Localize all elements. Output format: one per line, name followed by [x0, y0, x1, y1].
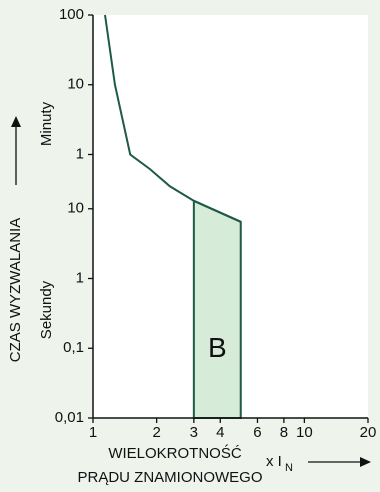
x-tick-label: 20	[360, 424, 377, 441]
y-tick-label: 10	[67, 76, 84, 93]
x-axis-label: PRĄDU ZNAMIONOWEGO	[77, 469, 262, 486]
curve	[104, 14, 242, 223]
x-tick-label: 1	[89, 424, 97, 441]
y-tick-label: 1	[76, 269, 84, 286]
x-tick-label: 3	[190, 424, 198, 441]
y-upper-label: Minuty	[38, 101, 55, 146]
axis-arrow-head	[11, 116, 21, 127]
y-lower-label: Sekundy	[38, 280, 55, 339]
band	[192, 199, 242, 419]
axis-arrow-head	[360, 457, 371, 467]
y-tick-label: 1	[76, 145, 84, 162]
band-label: B	[208, 332, 227, 363]
x-tick-label: 8	[280, 424, 288, 441]
y-tick-label: 10	[67, 200, 84, 217]
x-unit: x I	[266, 453, 282, 470]
y-tick-label: 0,1	[63, 339, 84, 356]
x-axis-label: WIELOKROTNOŚĆ	[108, 444, 242, 462]
x-unit-sub: N	[285, 462, 293, 474]
x-tick-label: 6	[253, 424, 261, 441]
y-tick-label: 0,01	[55, 409, 84, 426]
x-tick-label: 4	[216, 424, 224, 441]
x-tick-label: 10	[296, 424, 313, 441]
y-tick-label: 100	[59, 6, 84, 23]
x-tick-label: 2	[152, 424, 160, 441]
y-axis-label: CZAS WYZWALANIA	[7, 218, 24, 362]
